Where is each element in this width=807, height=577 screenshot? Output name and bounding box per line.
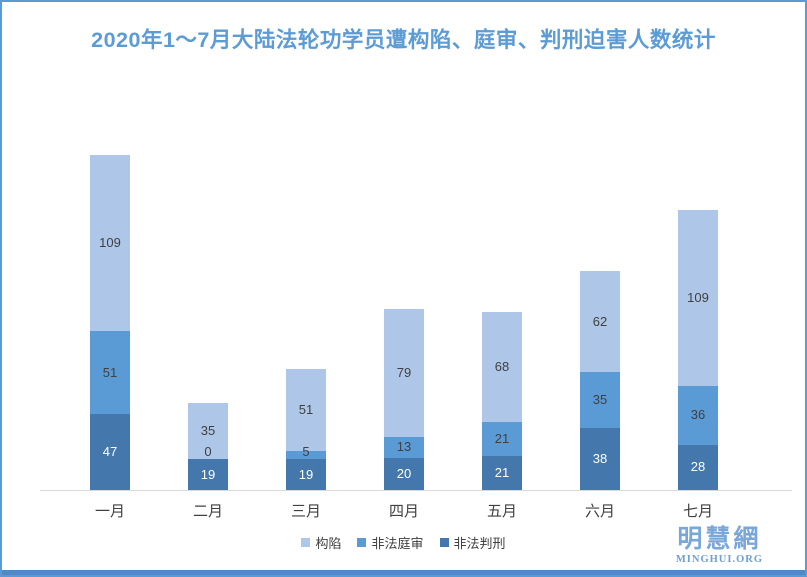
- bar-segment-gouxian: [188, 402, 228, 460]
- bar-segment-feifa-tingshen: [90, 331, 130, 414]
- bar-segment-feifa-panxing: [286, 459, 326, 490]
- bar-value-label: 21: [494, 464, 510, 480]
- x-axis-label: 三月: [290, 503, 321, 520]
- x-axis-label: 二月: [192, 503, 223, 520]
- legend-item-feifa-panxing: 非法判刑: [439, 533, 506, 552]
- chart-title: 2020年1～7月大陆法轮功学员遭构陷、庭审、判刑迫害人数统计: [91, 28, 716, 52]
- legend-swatch-icon: [301, 538, 311, 547]
- bar-segment-gouxian: [482, 311, 522, 422]
- chart-legend: 构陷 非法庭审 非法判刑: [2, 533, 805, 552]
- minghui-logo-cjk: 明慧網: [677, 525, 762, 553]
- bar-segment-feifa-panxing: [90, 413, 130, 490]
- x-axis-label: 五月: [486, 503, 517, 520]
- x-axis-line: [40, 490, 792, 491]
- bar-value-label: 13: [396, 439, 412, 455]
- x-axis-label: 四月: [388, 503, 419, 520]
- bar-segment-gouxian: [286, 368, 326, 452]
- bar-segment-feifa-panxing: [384, 457, 424, 490]
- bar-segment-gouxian: [384, 308, 424, 437]
- bottom-accent-bar: [2, 570, 805, 575]
- legend-swatch-icon: [439, 538, 449, 547]
- bar-segment-feifa-panxing: [482, 455, 522, 490]
- bar-segment-gouxian: [90, 154, 130, 332]
- bar-segment-gouxian: [580, 271, 620, 372]
- x-axis-label: 七月: [682, 503, 713, 520]
- bar-value-label: 79: [396, 364, 412, 380]
- bar-segment-feifa-panxing: [580, 428, 620, 490]
- bar-value-label: 47: [102, 443, 118, 459]
- bar-value-label: 38: [592, 451, 608, 467]
- bar-value-label: 68: [494, 358, 510, 374]
- legend-label: 构陷: [315, 536, 342, 551]
- minghui-logo: 明慧網 MINGHUI.ORG: [676, 527, 763, 566]
- bar-value-label: 51: [298, 401, 314, 417]
- legend-item-gouxian: 构陷: [301, 533, 341, 552]
- bar-segment-feifa-tingshen: [286, 451, 326, 460]
- legend-swatch-icon: [357, 538, 367, 547]
- bar-value-label: 19: [200, 466, 216, 482]
- bar-segment-feifa-panxing: [678, 444, 718, 490]
- bar-segment-feifa-tingshen: [678, 386, 718, 445]
- legend-item-feifa-tingshen: 非法庭审: [357, 533, 424, 552]
- bar-segment-gouxian: [678, 209, 718, 387]
- bar-value-label: 0: [204, 444, 212, 460]
- bar-value-label: 51: [102, 364, 118, 380]
- bar-value-label: 109: [99, 234, 121, 250]
- x-axis-label: 一月: [94, 503, 125, 520]
- bar-segment-feifa-tingshen: [482, 421, 522, 456]
- bar-value-label: 35: [200, 422, 216, 438]
- bar-value-label: 20: [396, 465, 412, 481]
- bar-value-label: 109: [687, 290, 709, 306]
- legend-label: 非法庭审: [371, 536, 424, 551]
- bar-value-label: 19: [298, 466, 314, 482]
- bar-segment-feifa-tingshen: [580, 371, 620, 429]
- legend-label: 非法判刑: [453, 536, 506, 551]
- bar-value-label: 35: [592, 392, 608, 408]
- bar-segment-feifa-panxing: [188, 459, 228, 490]
- bar-value-label: 21: [494, 430, 510, 446]
- bar-segment-feifa-tingshen: [384, 436, 424, 458]
- x-axis-label: 六月: [584, 503, 615, 520]
- minghui-logo-url: MINGHUI.ORG: [675, 554, 763, 565]
- bar-value-label: 62: [592, 313, 608, 329]
- bar-value-label: 36: [690, 407, 706, 423]
- bar-value-label: 28: [690, 459, 706, 475]
- bar-value-label: 5: [302, 444, 310, 460]
